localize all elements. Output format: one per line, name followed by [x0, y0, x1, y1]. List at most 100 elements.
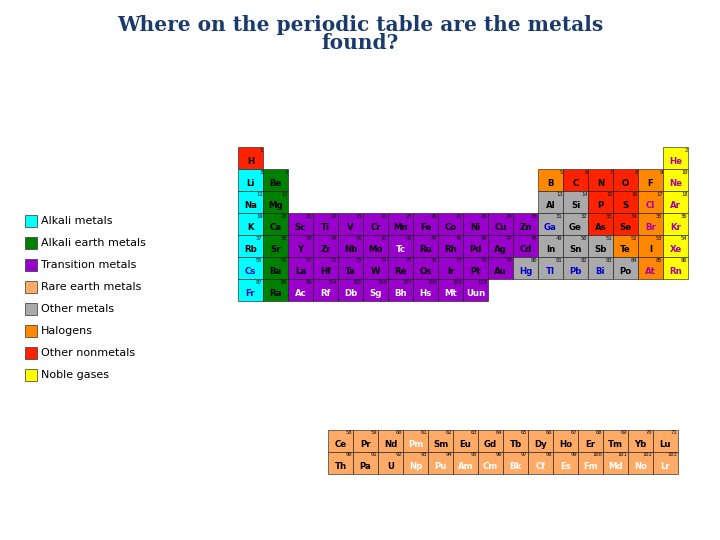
- Text: Where on the periodic table are the metals: Where on the periodic table are the meta…: [117, 15, 603, 35]
- Bar: [638, 191, 663, 213]
- Text: 29: 29: [506, 213, 513, 219]
- Bar: [588, 169, 613, 191]
- Text: 8: 8: [634, 170, 637, 174]
- Text: Ru: Ru: [419, 245, 432, 254]
- Bar: [238, 257, 263, 279]
- Bar: [353, 430, 378, 452]
- Bar: [238, 279, 263, 301]
- Text: Mo: Mo: [368, 245, 383, 254]
- Text: 89: 89: [306, 280, 312, 285]
- Text: Po: Po: [619, 267, 631, 276]
- Text: V: V: [347, 223, 354, 232]
- Text: 55: 55: [256, 258, 263, 262]
- Text: 73: 73: [356, 258, 362, 262]
- Text: 63: 63: [471, 430, 477, 435]
- Text: 2: 2: [684, 147, 688, 152]
- Text: Transition metals: Transition metals: [41, 260, 136, 270]
- Text: Zn: Zn: [519, 223, 531, 232]
- Text: Ra: Ra: [269, 289, 282, 298]
- Text: 97: 97: [521, 453, 528, 457]
- Text: Yb: Yb: [634, 440, 647, 449]
- Bar: [378, 452, 403, 474]
- Text: 20: 20: [281, 213, 287, 219]
- Bar: [25, 281, 37, 293]
- Text: Other nonmetals: Other nonmetals: [41, 348, 135, 358]
- Text: Ge: Ge: [569, 223, 582, 232]
- Text: 4: 4: [284, 170, 287, 174]
- Text: 35: 35: [656, 213, 662, 219]
- Bar: [613, 169, 638, 191]
- Text: Ga: Ga: [544, 223, 557, 232]
- Text: Rb: Rb: [244, 245, 257, 254]
- Bar: [538, 257, 563, 279]
- Bar: [313, 235, 338, 257]
- Text: 53: 53: [656, 235, 662, 240]
- Text: Hs: Hs: [419, 289, 431, 298]
- Bar: [25, 259, 37, 271]
- Bar: [488, 235, 513, 257]
- Bar: [363, 213, 388, 235]
- Text: 100: 100: [593, 453, 603, 457]
- Bar: [353, 452, 378, 474]
- Text: 24: 24: [381, 213, 387, 219]
- Text: Hg: Hg: [519, 267, 532, 276]
- Text: 1: 1: [259, 147, 263, 152]
- Text: Na: Na: [244, 201, 257, 210]
- Bar: [25, 303, 37, 315]
- Text: 25: 25: [406, 213, 413, 219]
- Text: Pb: Pb: [570, 267, 582, 276]
- Text: At: At: [645, 267, 656, 276]
- Text: H: H: [247, 157, 254, 166]
- Bar: [663, 213, 688, 235]
- Bar: [563, 257, 588, 279]
- Bar: [538, 213, 563, 235]
- Text: 27: 27: [456, 213, 462, 219]
- Bar: [338, 279, 363, 301]
- Text: Si: Si: [571, 201, 580, 210]
- Text: Sn: Sn: [570, 245, 582, 254]
- Text: 95: 95: [471, 453, 477, 457]
- Text: 16: 16: [631, 192, 637, 197]
- Text: Lu: Lu: [660, 440, 671, 449]
- Text: 10: 10: [681, 170, 688, 174]
- Bar: [288, 279, 313, 301]
- Text: 17: 17: [656, 192, 662, 197]
- Text: 61: 61: [421, 430, 428, 435]
- Bar: [263, 235, 288, 257]
- Bar: [25, 369, 37, 381]
- Bar: [463, 235, 488, 257]
- Bar: [663, 147, 688, 169]
- Text: 43: 43: [406, 235, 413, 240]
- Text: 87: 87: [256, 280, 263, 285]
- Text: Re: Re: [395, 267, 407, 276]
- Text: Er: Er: [585, 440, 595, 449]
- Bar: [638, 235, 663, 257]
- Text: Sr: Sr: [270, 245, 281, 254]
- Bar: [363, 235, 388, 257]
- Bar: [263, 191, 288, 213]
- Text: B: B: [547, 179, 554, 188]
- Bar: [653, 430, 678, 452]
- Text: 109: 109: [453, 280, 462, 285]
- Bar: [403, 430, 428, 452]
- Text: Alkali metals: Alkali metals: [41, 216, 112, 226]
- Text: Pt: Pt: [470, 267, 481, 276]
- Text: Ni: Ni: [470, 223, 480, 232]
- Bar: [613, 257, 638, 279]
- Text: Nb: Nb: [344, 245, 357, 254]
- Text: 86: 86: [681, 258, 688, 262]
- Text: 104: 104: [328, 280, 338, 285]
- Text: 60: 60: [396, 430, 402, 435]
- Text: 77: 77: [456, 258, 462, 262]
- Text: 99: 99: [571, 453, 577, 457]
- Bar: [288, 235, 313, 257]
- Text: Os: Os: [419, 267, 432, 276]
- Text: Ne: Ne: [669, 179, 682, 188]
- Text: Th: Th: [334, 462, 346, 471]
- Text: 93: 93: [421, 453, 428, 457]
- Text: 23: 23: [356, 213, 362, 219]
- Bar: [338, 235, 363, 257]
- Bar: [638, 169, 663, 191]
- Bar: [388, 213, 413, 235]
- Text: 52: 52: [631, 235, 637, 240]
